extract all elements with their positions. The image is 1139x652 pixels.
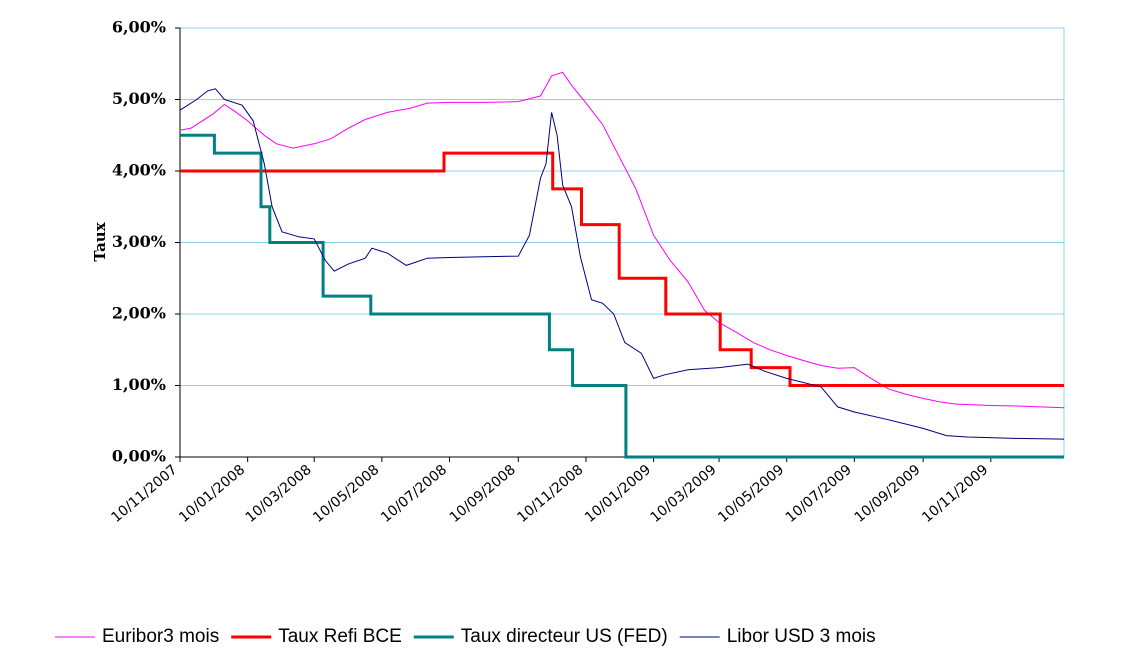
x-tick-label: 10/11/2009 [919,462,991,526]
y-tick-label: 4,00% [112,161,166,180]
x-tick-label: 10/05/2008 [310,462,382,526]
series-line [179,88,1065,440]
x-tick-label: 10/03/2009 [648,462,720,526]
series-line [180,133,1064,459]
x-tick-label: 10/09/2009 [852,462,924,526]
y-tick-label: 1,00% [112,375,166,394]
legend-label: Taux directeur US (FED) [461,626,668,647]
x-tick-label: 10/07/2009 [783,462,855,526]
x-tick-label: 10/09/2008 [447,462,519,526]
x-tick-label: 10/11/2007 [108,462,180,526]
x-tick-label: 10/01/2008 [176,462,248,526]
x-tick-label: 10/11/2008 [514,462,586,526]
x-tick-label: 10/01/2009 [582,462,654,526]
x-tick-label: 10/07/2008 [378,462,450,526]
x-tick-label: 10/05/2009 [715,462,787,526]
legend: Euribor3 mois Taux Refi BCE Taux directeur… [55,626,876,647]
y-tick-label: 0,00% [112,447,166,466]
legend-label: Libor USD 3 mois [727,626,876,647]
series-line [180,151,1064,387]
y-tick-label: 2,00% [112,304,166,323]
series-line [179,71,1065,409]
legend-label: Taux Refi BCE [278,626,402,647]
y-tick-label: 5,00% [112,89,166,108]
y-tick-label: 6,00% [112,18,166,37]
y-tick-label: 3,00% [112,232,166,251]
y-axis-label: Taux [91,221,109,261]
x-tick-label: 10/03/2008 [243,462,315,526]
legend-label: Euribor3 mois [102,626,219,647]
